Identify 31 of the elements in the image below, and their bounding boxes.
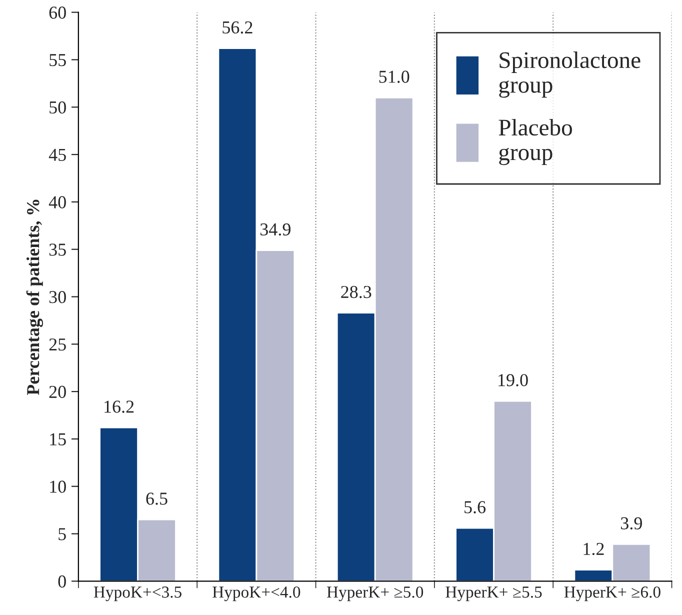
data-label: 5.6 [464, 501, 486, 514]
data-label: 3.9 [621, 517, 642, 530]
y-tick-label: 40 [48, 196, 66, 208]
data-label: 28.3 [341, 286, 372, 298]
y-tick-label: 35 [49, 244, 66, 256]
data-label: 19.0 [498, 374, 528, 386]
y-tick-label: 55 [50, 54, 66, 66]
data-label: 1.2 [584, 542, 604, 556]
data-label: 51.0 [379, 70, 410, 83]
x-tick-label: HypoK+<3.5 [94, 586, 182, 602]
x-tick-label: HyperK+ ≥6.0 [564, 586, 660, 602]
y-tick-label: 20 [49, 386, 66, 398]
x-tick-label: HyperK+ ≥5.5 [446, 586, 542, 602]
y-axis-title: Percentage of patients, % [26, 200, 44, 396]
data-label: 56.2 [222, 21, 252, 34]
x-tick-label: HyperK+ ≥5.0 [326, 586, 424, 602]
x-tick-label: HypoK+<4.0 [212, 586, 300, 602]
y-tick-label: 5 [58, 528, 66, 540]
data-label: 34.9 [260, 223, 290, 236]
y-tick-label: 30 [49, 290, 66, 304]
y-tick-label: 15 [50, 433, 66, 446]
legend-label: Spironolactone group [499, 52, 640, 98]
y-tick-label: 0 [58, 575, 66, 588]
y-tick-label: 45 [48, 148, 66, 161]
y-tick-label: 10 [50, 480, 66, 493]
data-label: 16.2 [104, 400, 134, 413]
y-tick-label: 50 [50, 101, 66, 114]
legend-label: Placebo group [498, 118, 572, 166]
data-label: 6.5 [146, 492, 168, 505]
y-tick-label: 25 [49, 338, 66, 351]
y-tick-label: 60 [49, 6, 66, 19]
